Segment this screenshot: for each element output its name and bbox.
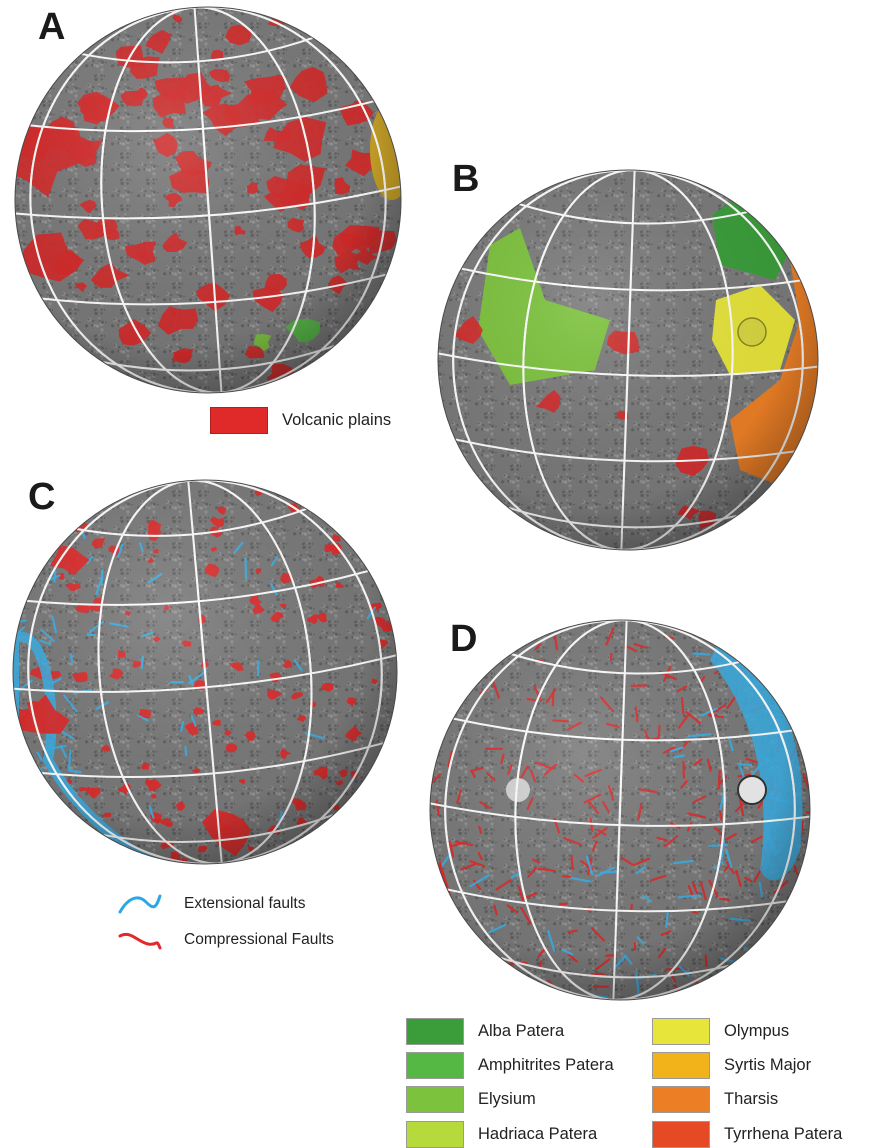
legend-item-tharsis: Tharsis [652, 1086, 778, 1113]
legend-item-alba-patera: Alba Patera [406, 1018, 564, 1045]
globe-shading [15, 7, 401, 393]
legend-item-hadriaca-patera: Hadriaca Patera [406, 1121, 597, 1148]
legend-item-amphitrites-patera: Amphitrites Patera [406, 1052, 614, 1079]
globe-shading [430, 620, 810, 1000]
globe-c [6, 465, 398, 878]
legend-label: Tharsis [724, 1090, 778, 1109]
globe-a [4, 0, 415, 405]
compressional-fault-symbol [118, 928, 162, 952]
panel-label-b: B [452, 160, 479, 198]
legend-label: Olympus [724, 1022, 789, 1041]
legend-label: Tyrrhena Patera [724, 1125, 842, 1144]
globe-b [438, 164, 830, 556]
legend-item-syrtis-major: Syrtis Major [652, 1052, 811, 1079]
legend-label: Elysium [478, 1090, 536, 1109]
globe-shading [13, 480, 397, 864]
panel-label-c: C [28, 478, 55, 516]
globe-d [430, 614, 815, 1001]
extensional-fault-symbol [118, 892, 162, 916]
legend-item-volcanic-plains: Volcanic plains [210, 407, 391, 434]
legend-label: Syrtis Major [724, 1056, 811, 1075]
panel-label-a: A [38, 8, 65, 46]
legend-swatch [652, 1121, 710, 1148]
mars-geologic-figure: A B C D Alba Patera Amphitrites Patera E… [0, 0, 883, 1001]
panel-label-d: D [450, 620, 477, 658]
globes-canvas [0, 0, 883, 1001]
legend-label: Extensional faults [184, 895, 306, 913]
legend-swatch [406, 1121, 464, 1148]
legend-label: Alba Patera [478, 1022, 564, 1041]
legend-swatch [652, 1018, 710, 1045]
legend-swatch [406, 1086, 464, 1113]
legend-swatch [652, 1052, 710, 1079]
legend-item-compressional-faults: Compressional Faults [118, 928, 334, 952]
legend-swatch [406, 1052, 464, 1079]
legend-item-tyrrhena-patera: Tyrrhena Patera [652, 1121, 842, 1148]
legend-item-elysium: Elysium [406, 1086, 536, 1113]
legend-label: Amphitrites Patera [478, 1056, 614, 1075]
legend-label: Volcanic plains [282, 411, 391, 430]
globe-shading [438, 170, 818, 550]
legend-swatch [652, 1086, 710, 1113]
legend-item-olympus: Olympus [652, 1018, 789, 1045]
legend-label: Hadriaca Patera [478, 1125, 597, 1144]
legend-swatch [406, 1018, 464, 1045]
legend-label: Compressional Faults [184, 931, 334, 949]
legend-item-extensional-faults: Extensional faults [118, 892, 306, 916]
legend-swatch [210, 407, 268, 434]
